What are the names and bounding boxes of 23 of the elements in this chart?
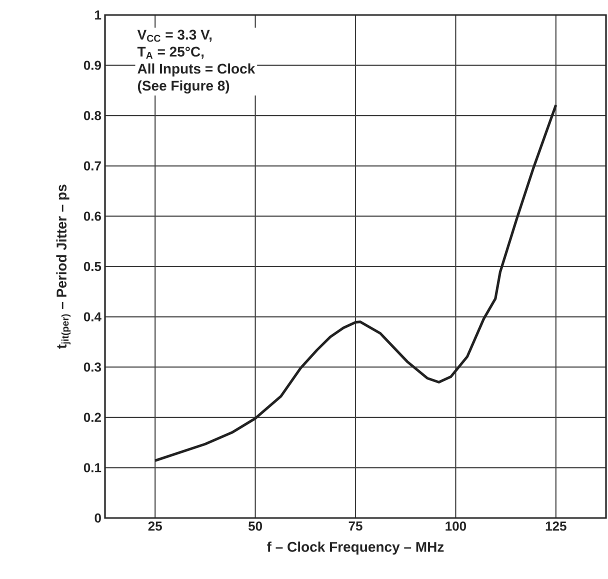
y-axis-title: t$_{jit(per)}$ – Period Jitter – ps: [56, 184, 71, 349]
annotation: V$_{CC}$ = 3.3 V,: [137, 30, 212, 42]
y-tick-label: 0.8: [84, 110, 102, 120]
x-tick-label: 25: [148, 522, 162, 531]
line-series: [154, 104, 558, 462]
annotation: (See Figure 8): [138, 80, 230, 94]
y-tick-label: 0: [94, 513, 101, 523]
y-tick-label: 1: [95, 10, 102, 20]
x-tick-label: 75: [348, 522, 362, 531]
y-tick-label: 0.7: [84, 161, 101, 170]
annotation: T$_{A}$ = 25°C,: [137, 46, 204, 59]
y-tick-label: 0.9: [84, 60, 101, 70]
x-tick-label: 100: [446, 522, 466, 531]
y-tick-label: 0.5: [84, 262, 102, 272]
y-tick-label: 0.3: [84, 362, 102, 372]
x-axis-title: f – Clock Frequency – MHz: [267, 542, 444, 555]
y-tick-label: 0.2: [84, 412, 101, 422]
annotation: All Inputs = Clock: [138, 63, 256, 76]
y-tick-label: 0.1: [84, 463, 102, 472]
x-tick-label: 125: [546, 522, 566, 531]
y-tick-label: 0.6: [84, 212, 102, 221]
y-tick-label: 0.4: [84, 312, 102, 322]
x-tick-label: 50: [248, 522, 262, 531]
